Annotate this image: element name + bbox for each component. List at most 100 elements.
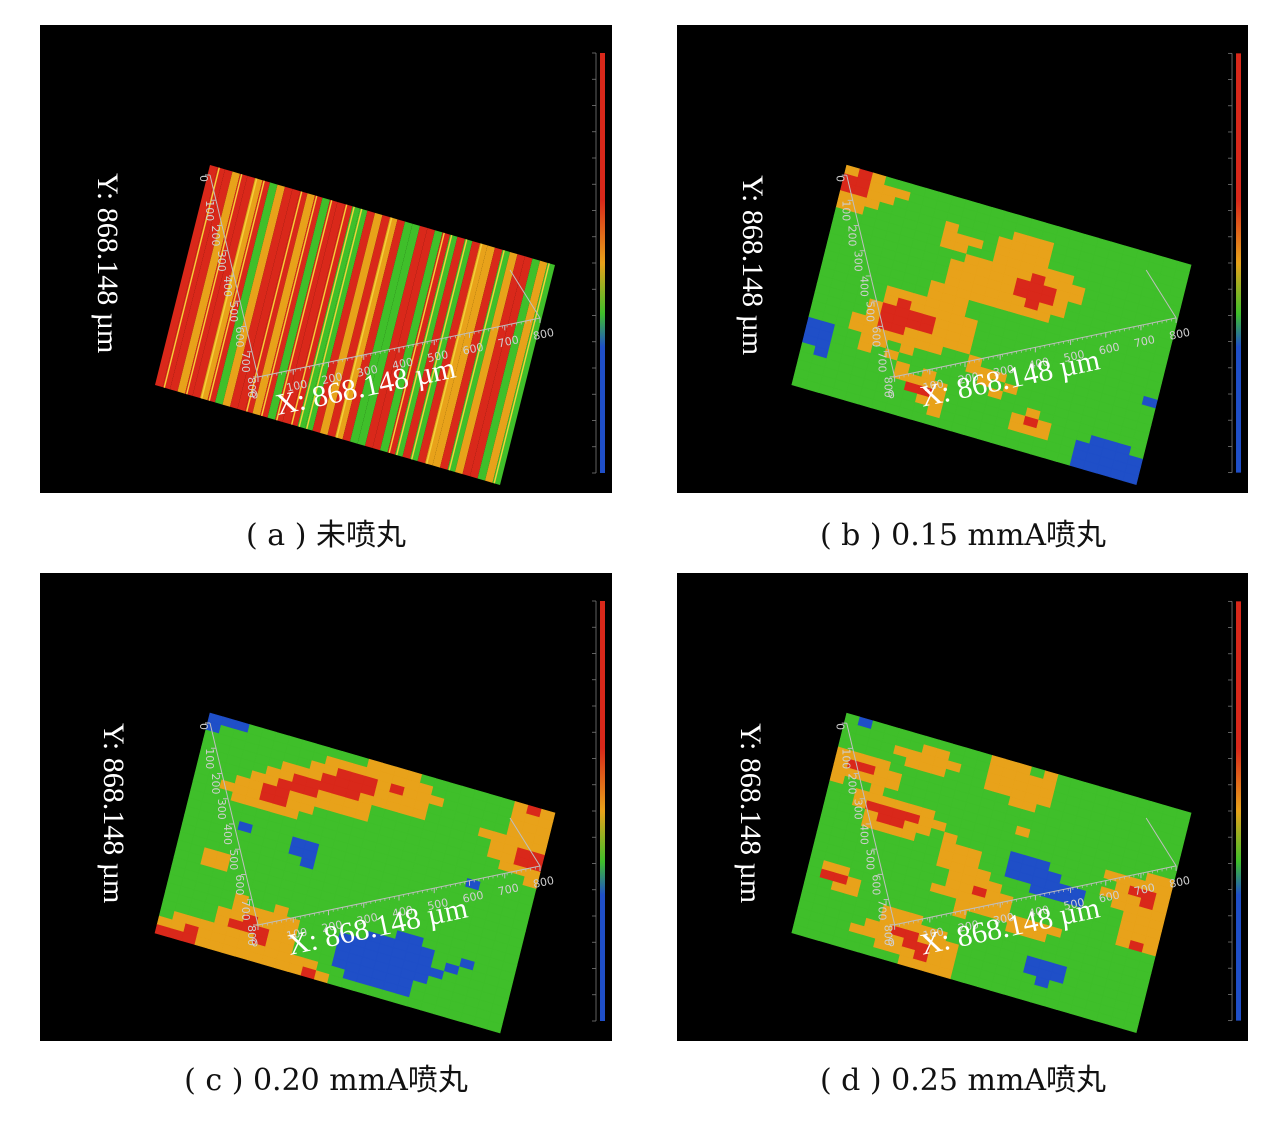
x-tick-label: 800 <box>532 874 555 891</box>
surface-ridge <box>327 215 390 438</box>
y-tick-label: 100 <box>840 748 853 769</box>
surface-cell <box>486 1020 503 1034</box>
y-tick-label: 700 <box>876 352 889 373</box>
x-tick-label: 500 <box>426 348 449 365</box>
y-tick-label: 500 <box>864 301 877 322</box>
y-tick-label: 200 <box>846 226 859 247</box>
panel-c-surface-plot: 0 100 200 300 400 500 600 700 800 0 100 200 300 400 50… <box>40 573 612 1041</box>
surface-cell <box>1122 471 1139 485</box>
ridge-highlight <box>336 217 393 438</box>
panel-d-surface-plot: 0 100 200 300 400 500 600 700 800 0 100 200 300 400 50… <box>677 573 1248 1041</box>
x-tick-label: 0 <box>887 936 897 950</box>
x-tick-label: 100 <box>922 377 945 394</box>
x-tick-label: 700 <box>1133 881 1156 898</box>
x-tick-label: 500 <box>1062 348 1085 365</box>
x-tick-label: 700 <box>497 333 520 350</box>
ridge-highlight <box>396 234 453 456</box>
ridge-highlight <box>388 232 445 454</box>
caption-d: ( d ) 0.25 mmA喷丸 <box>819 1063 1107 1098</box>
x-tick-label: 0 <box>250 388 260 402</box>
y-tick-label: 0 <box>197 723 210 730</box>
y-tick-label: 300 <box>215 251 228 272</box>
panel-a-surface-plot: 0 100 200 300 400 500 600 700 800 0 100 200 300 400 50… <box>40 25 612 493</box>
ridge-highlight <box>493 263 550 484</box>
y-axis-label-d: Y: 868.148 µm <box>734 723 767 903</box>
colorbar-d <box>1228 600 1242 1022</box>
y-tick-label: 0 <box>197 175 210 182</box>
x-tick-label: 300 <box>356 911 379 928</box>
panel-b-surface-plot: 0 100 200 300 400 500 600 700 800 0 100 200 300 400 50… <box>677 25 1248 493</box>
y-tick-label: 100 <box>203 200 216 221</box>
x-tick-label: 600 <box>1098 340 1121 357</box>
surface-ridge <box>320 212 383 435</box>
colorbar-gradient <box>600 601 605 1021</box>
ridge-highlight <box>163 167 220 388</box>
y-tick-label: 800 <box>882 925 895 946</box>
caption-c: ( c ) 0.20 mmA喷丸 <box>184 1063 468 1098</box>
x-tick-label: 0 <box>250 936 260 950</box>
y-tick-label: 800 <box>882 377 895 398</box>
surface-c <box>154 712 556 1034</box>
surface-ridge <box>357 223 420 446</box>
x-tick-label: 800 <box>532 326 555 343</box>
y-tick-label: 700 <box>239 900 252 921</box>
y-tick-label: 800 <box>245 925 258 946</box>
surface-ridge <box>417 241 480 464</box>
z-axis-line <box>509 269 541 319</box>
surface-ridge <box>312 210 375 433</box>
x-tick-label: 800 <box>1168 874 1191 891</box>
x-tick-label: 400 <box>391 903 414 920</box>
y-axis-label-a: Y: 868.148 µm <box>91 173 124 353</box>
x-tick-label: 500 <box>1062 896 1085 913</box>
x-tick-label: 100 <box>285 377 308 394</box>
surface-cell <box>1122 1019 1139 1033</box>
surface-d <box>791 712 1192 1033</box>
surface-ridge <box>372 228 435 451</box>
y-tick-label: 300 <box>215 799 228 820</box>
x-tick-label: 0 <box>887 388 897 402</box>
surface-ridge <box>477 258 540 481</box>
surface-ridge <box>440 247 503 470</box>
y-tick-label: 600 <box>870 326 883 347</box>
caption-b: ( b ) 0.15 mmA喷丸 <box>819 518 1107 553</box>
y-tick-label: 300 <box>852 799 865 820</box>
colorbar-b <box>1228 52 1242 474</box>
y-tick-label: 0 <box>834 723 847 730</box>
surface-ridge <box>267 197 330 420</box>
surface-ridge <box>462 254 525 477</box>
ridge-highlight <box>448 250 505 471</box>
x-tick-label: 200 <box>320 918 343 935</box>
ridge-highlight <box>201 178 258 399</box>
ridge-highlight <box>246 191 303 412</box>
z-axis-line <box>1145 269 1177 319</box>
surface-a <box>155 165 555 485</box>
surface-ridge <box>350 221 413 444</box>
surface-b <box>791 164 1192 485</box>
x-tick-label: 100 <box>285 925 308 942</box>
surface-ridge <box>470 256 533 479</box>
ridge-highlight <box>306 208 363 430</box>
ridge-highlight <box>411 239 468 460</box>
surface-ridge <box>222 184 285 407</box>
y-tick-label: 200 <box>846 774 859 795</box>
x-tick-label: 700 <box>497 881 520 898</box>
x-tick-label: 300 <box>356 363 379 380</box>
surface-ridge <box>230 186 293 409</box>
surface-ridge <box>155 165 218 388</box>
surface-ridge <box>455 251 518 475</box>
surface-ridge <box>342 219 405 442</box>
x-tick-label: 600 <box>461 889 484 906</box>
x-tick-label: 300 <box>992 363 1015 380</box>
colorbar-c <box>592 600 605 1022</box>
y-tick-label: 400 <box>858 276 871 297</box>
y-tick-label: 100 <box>840 200 853 221</box>
caption-a: ( a ) 未喷丸 <box>246 518 406 553</box>
y-tick-label: 500 <box>227 301 240 322</box>
x-tick-label: 500 <box>426 896 449 913</box>
ridge-highlight <box>276 200 333 421</box>
